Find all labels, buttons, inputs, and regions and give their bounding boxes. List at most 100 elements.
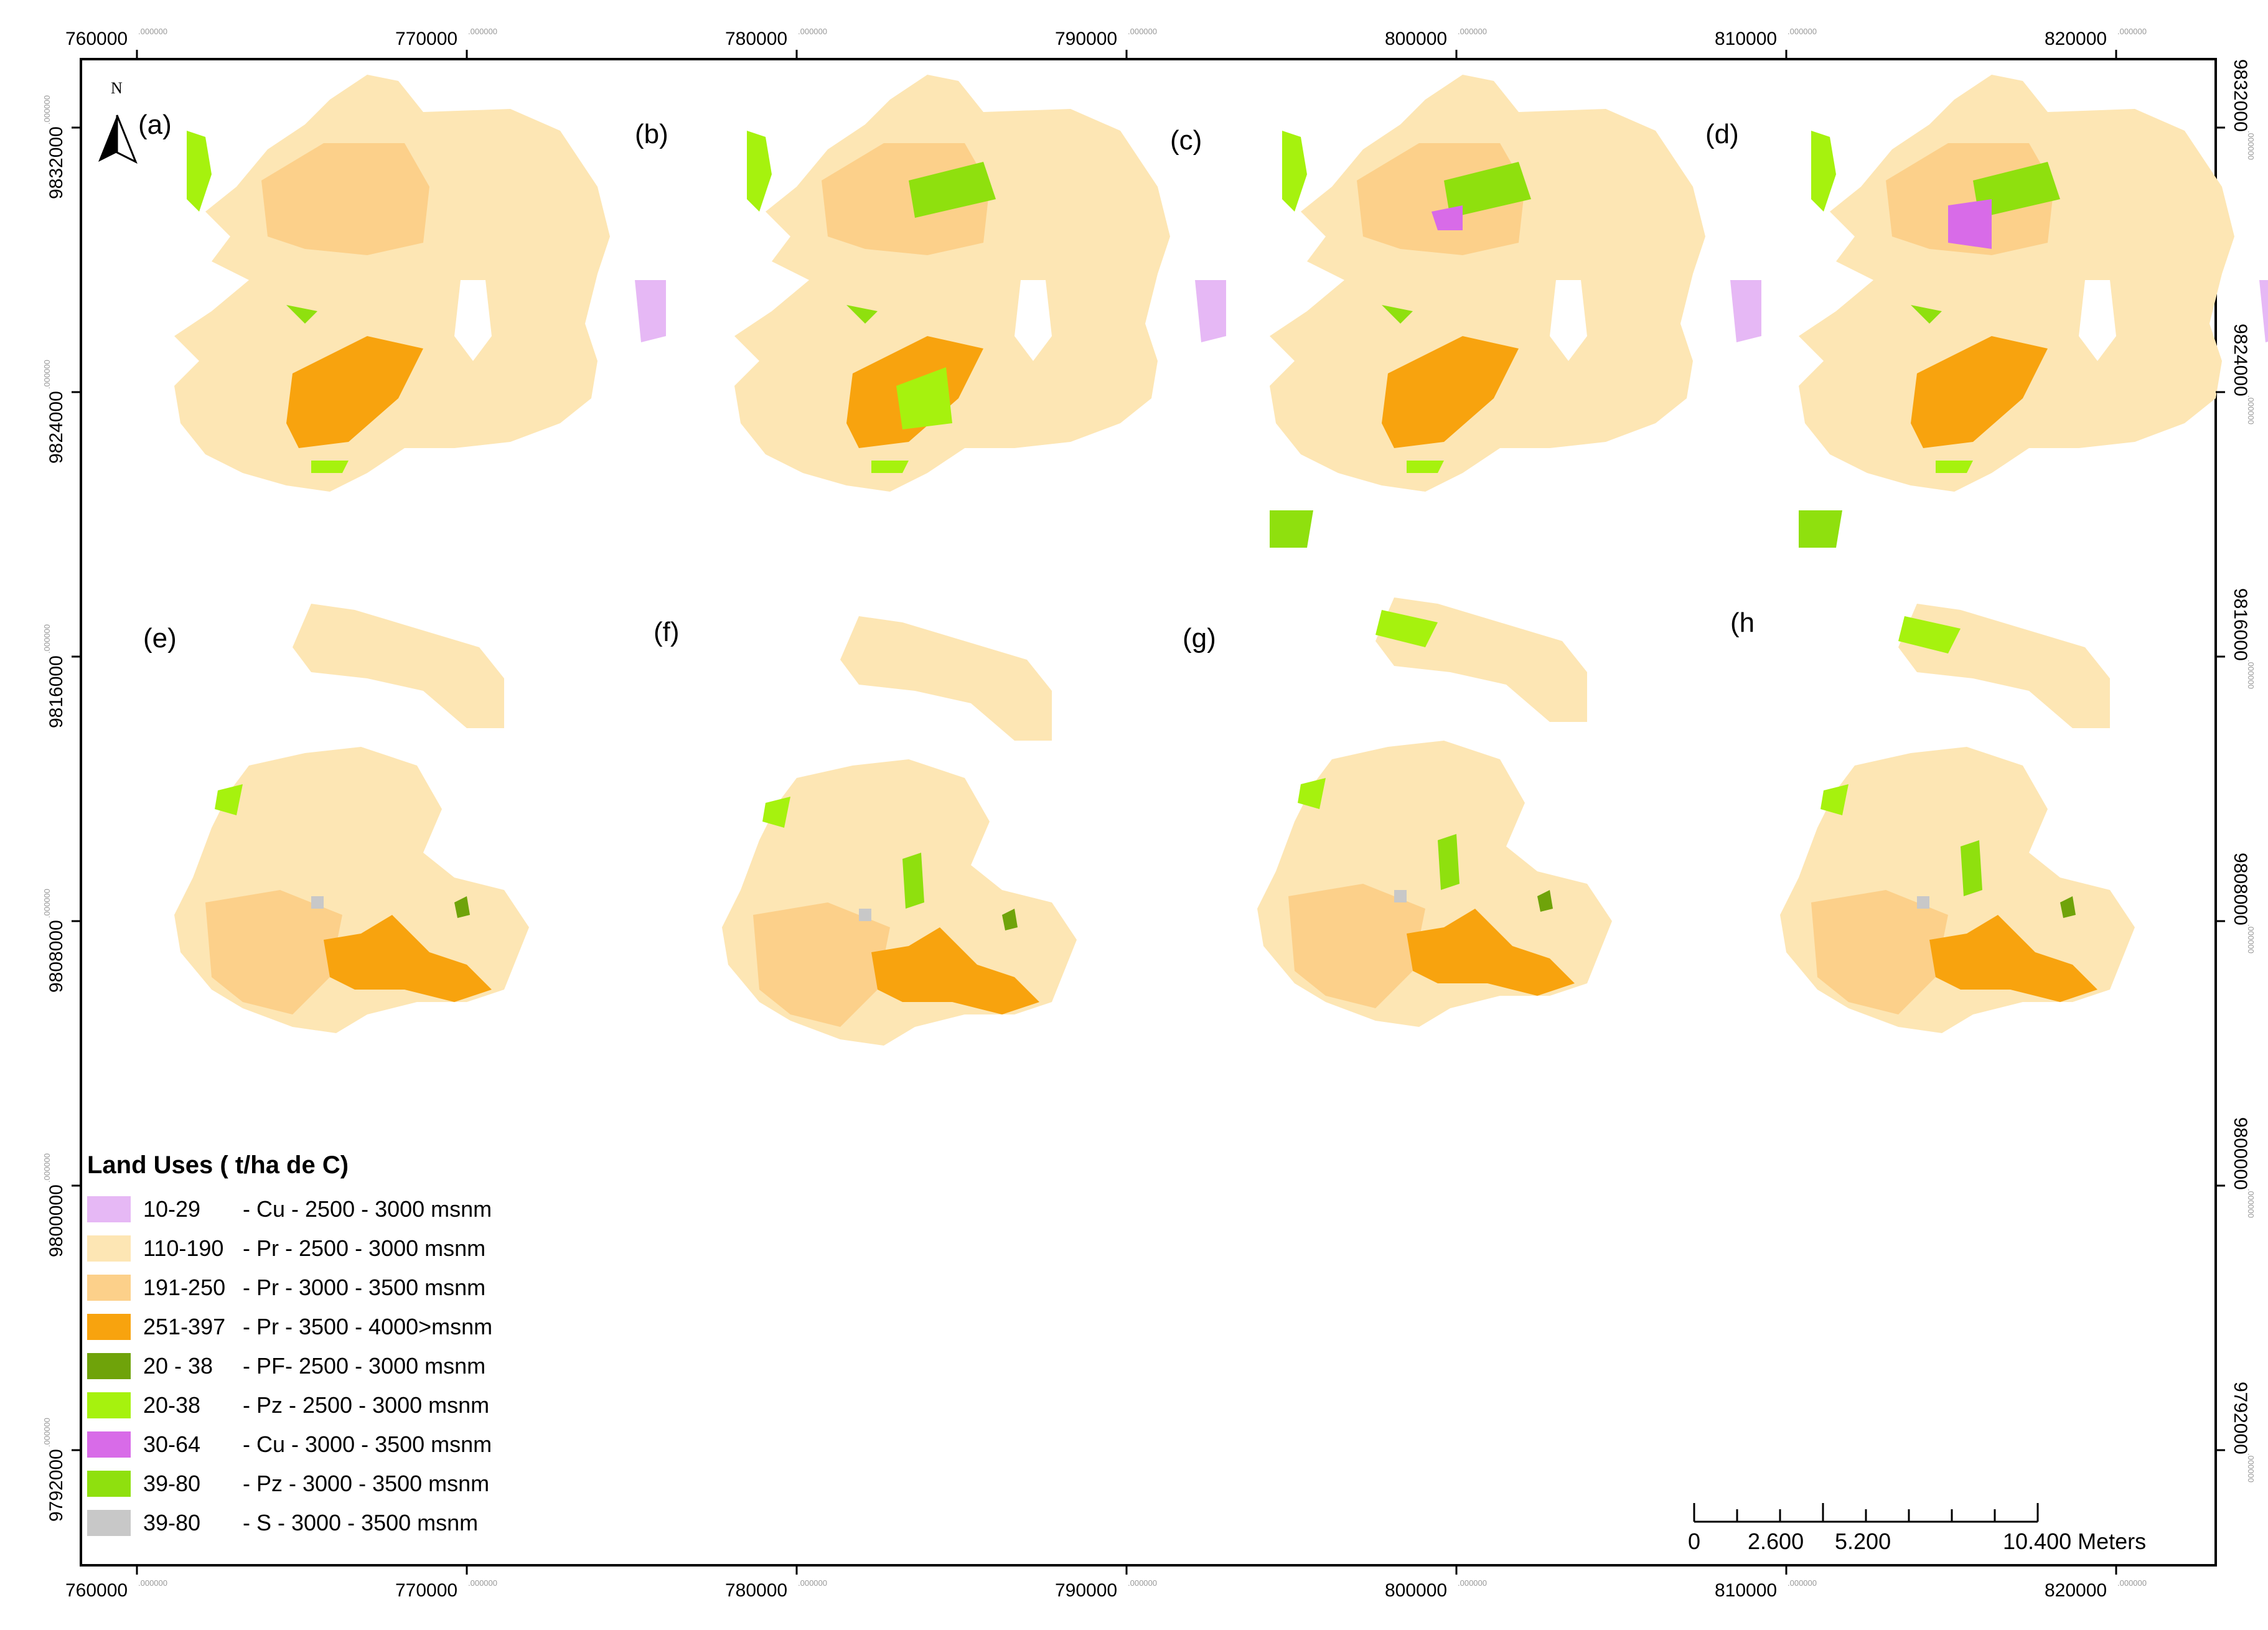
x-tick-top-790000: 790000 <box>1055 29 1117 49</box>
x-tick-decimal: .000000 <box>468 27 497 36</box>
y-tick-right-9816000: 9816000 <box>2230 588 2251 661</box>
y-tick-left-9792000: 9792000 <box>46 1449 67 1522</box>
y-tick-decimal: .000000 <box>42 360 52 389</box>
y-ticks <box>72 126 2225 1451</box>
x-tick-top-800000: 800000 <box>1385 29 1447 49</box>
y-tick-left-9800000: 9800000 <box>46 1184 67 1257</box>
legend-item: 39-80 - Pz - 3000 - 3500 msnm <box>87 1464 647 1503</box>
legend-desc: - S - 3000 - 3500 msnm <box>243 1509 479 1535</box>
y-tick-left-9816000: 9816000 <box>46 655 67 728</box>
legend-desc: - Pr - 3500 - 4000>msnm <box>243 1313 493 1339</box>
x-tick-bottom-760000: 760000 <box>65 1580 128 1601</box>
legend-item: 251-397 - Pr - 3500 - 4000>msnm <box>87 1307 647 1346</box>
x-tick-decimal: .000000 <box>1458 1578 1487 1588</box>
legend-swatch <box>87 1509 131 1536</box>
north-arrow-label: N <box>111 79 123 97</box>
y-tick-right-9800000: 9800000 <box>2230 1117 2251 1190</box>
x-tick-decimal: .000000 <box>1788 27 1817 36</box>
x-tick-decimal: .000000 <box>1788 1578 1817 1588</box>
legend-range: 10-29 <box>143 1196 201 1222</box>
panel-label-d: (d) <box>1705 119 1739 149</box>
x-tick-decimal: .000000 <box>1128 27 1157 36</box>
y-tick-right-9832000: 9832000 <box>2230 59 2251 132</box>
y-tick-decimal: .000000 <box>2246 395 2256 424</box>
panel-label-h: (h <box>1730 607 1755 638</box>
y-tick-right-9808000: 9808000 <box>2230 853 2251 925</box>
y-tick-labels-left: 9832000 9824000 9816000 9808000 9800000 … <box>46 126 67 1522</box>
panel-e-map <box>174 604 529 1033</box>
x-tick-bottom-820000: 820000 <box>2045 1580 2107 1601</box>
y-tick-right-9792000: 9792000 <box>2230 1382 2251 1454</box>
legend-swatch <box>87 1431 131 1458</box>
x-tick-decimal: .000000 <box>798 1578 827 1588</box>
panel-label-b: (b) <box>635 119 668 149</box>
legend-range: 251-397 <box>143 1313 226 1339</box>
x-ticks <box>136 50 2117 1575</box>
y-tick-decimals-left: .000000 .000000 .000000 .000000 .000000 … <box>42 95 52 1447</box>
legend-item: 191-250 - Pr - 3000 - 3500 msnm <box>87 1268 647 1307</box>
x-tick-top-820000: 820000 <box>2045 29 2107 49</box>
x-tick-decimal: .000000 <box>798 27 827 36</box>
panel-b-map <box>734 75 1226 492</box>
x-tick-bottom-770000: 770000 <box>395 1580 457 1601</box>
legend-desc: - PF- 2500 - 3000 msnm <box>243 1352 486 1379</box>
legend-item: 30-64 - Cu - 3000 - 3500 msnm <box>87 1425 647 1464</box>
y-tick-decimal: .000000 <box>42 889 52 918</box>
legend-desc: - Pr - 2500 - 3000 msnm <box>243 1235 486 1261</box>
scale-label-2600: 2.600 <box>1748 1529 1804 1554</box>
panel-g-map <box>1257 597 1612 1027</box>
y-tick-decimal: .000000 <box>2246 924 2256 953</box>
x-tick-top-780000: 780000 <box>725 29 787 49</box>
y-tick-decimal: .000000 <box>42 624 52 653</box>
x-tick-decimal: .000000 <box>1128 1578 1157 1588</box>
legend-item: 10-29 - Cu - 2500 - 3000 msnm <box>87 1189 647 1229</box>
legend-title: Land Uses ( t/ha de C) <box>87 1151 349 1179</box>
legend-swatch <box>87 1274 131 1301</box>
legend-desc: - Cu - 2500 - 3000 msnm <box>243 1196 492 1222</box>
x-tick-decimal: .000000 <box>2117 27 2147 36</box>
panel-label-e: (e) <box>143 623 177 653</box>
panel-a-map <box>174 75 666 492</box>
panel-c-map <box>1270 75 1761 548</box>
x-tick-decimal: .000000 <box>1458 27 1487 36</box>
legend-swatch <box>87 1470 131 1497</box>
y-tick-decimal: .000000 <box>42 95 52 124</box>
x-tick-top-810000: 810000 <box>1715 29 1777 49</box>
panel-label-f: (f) <box>654 617 680 647</box>
panel-d-map <box>1799 75 2268 548</box>
x-tick-decimal: .000000 <box>138 27 167 36</box>
x-tick-bottom-810000: 810000 <box>1715 1580 1777 1601</box>
scale-label-0: 0 <box>1688 1529 1701 1554</box>
legend-range: 39-80 <box>143 1470 201 1496</box>
x-tick-decimals-bottom: .000000 .000000 .000000 .000000 .000000 … <box>138 1578 2147 1588</box>
legend-desc: - Pz - 2500 - 3000 msnm <box>243 1392 490 1418</box>
map-border <box>80 58 2217 1567</box>
scale-bar: 0 2.600 5.200 10.400 Meters <box>1688 1500 2146 1568</box>
x-tick-labels-top: 760000 770000 780000 790000 800000 81000… <box>65 29 2107 49</box>
legend-swatch <box>87 1392 131 1418</box>
legend-desc: - Pz - 3000 - 3500 msnm <box>243 1470 490 1496</box>
legend-item: 39-80 - S - 3000 - 3500 msnm <box>87 1503 647 1542</box>
legend: Land Uses ( t/ha de C) 10-29 - Cu - 2500 … <box>87 1151 647 1542</box>
legend-desc: - Cu - 3000 - 3500 msnm <box>243 1431 492 1457</box>
panel-label-g: (g) <box>1183 623 1216 653</box>
y-tick-left-9832000: 9832000 <box>46 126 67 199</box>
legend-swatch <box>87 1352 131 1379</box>
legend-range: 30-64 <box>143 1431 201 1457</box>
x-tick-top-760000: 760000 <box>65 29 128 49</box>
legend-item: 20 - 38 - PF- 2500 - 3000 msnm <box>87 1346 647 1385</box>
y-tick-decimal: .000000 <box>2246 660 2256 689</box>
y-tick-right-9824000: 9824000 <box>2230 324 2251 396</box>
legend-range: 191-250 <box>143 1274 226 1300</box>
panel-h-map <box>1780 604 2135 1033</box>
legend-item: 110-190 - Pr - 2500 - 3000 msnm <box>87 1229 647 1268</box>
legend-swatch <box>87 1235 131 1262</box>
x-tick-bottom-790000: 790000 <box>1055 1580 1117 1601</box>
scale-bar-graphic <box>1693 1503 2039 1523</box>
y-tick-decimal: .000000 <box>42 1418 52 1447</box>
legend-swatch <box>87 1196 131 1222</box>
x-tick-bottom-800000: 800000 <box>1385 1580 1447 1601</box>
scale-label-5200: 5.200 <box>1835 1529 1891 1554</box>
legend-item: 20-38 - Pz - 2500 - 3000 msnm <box>87 1385 647 1425</box>
